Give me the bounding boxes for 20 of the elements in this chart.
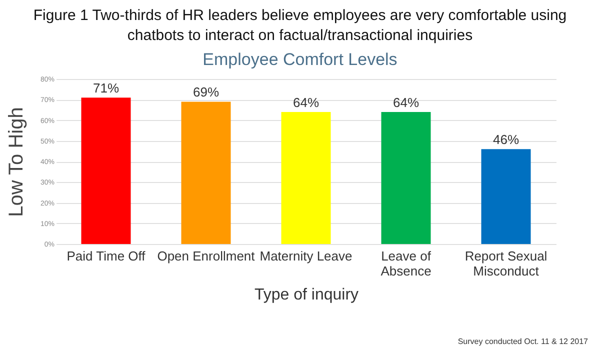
chart-title: Figure 1 Two-thirds of HR leaders believe employees are very comfortable using chatbots to interact on factual/transactional inquiries: [32, 6, 568, 46]
bar: [381, 112, 431, 244]
data-label: 64%: [392, 95, 420, 110]
bar: [481, 149, 531, 244]
x-axis-title: Type of inquiry: [254, 286, 359, 304]
bar: [281, 112, 331, 244]
chart-subtitle: Employee Comfort Levels: [202, 50, 398, 70]
x-tick-label: Leave of Absence: [380, 248, 432, 278]
bar: [81, 98, 131, 244]
data-label: 64%: [292, 95, 320, 110]
x-tick-label: Report Sexual Misconduct: [464, 248, 548, 278]
data-label: 69%: [192, 84, 220, 100]
text: Survey conducted Oct. 11 & 12 2017: [458, 337, 588, 346]
y-axis-title: Low To High: [5, 107, 28, 217]
data-label: 71%: [92, 80, 120, 96]
data-label: 46%: [492, 132, 520, 148]
x-tick-label: Open Enrollment: [157, 248, 256, 264]
bar: [181, 102, 231, 244]
x-tick-label: Paid Time Off: [66, 248, 146, 264]
x-tick-label: Maternity Leave: [260, 248, 352, 264]
